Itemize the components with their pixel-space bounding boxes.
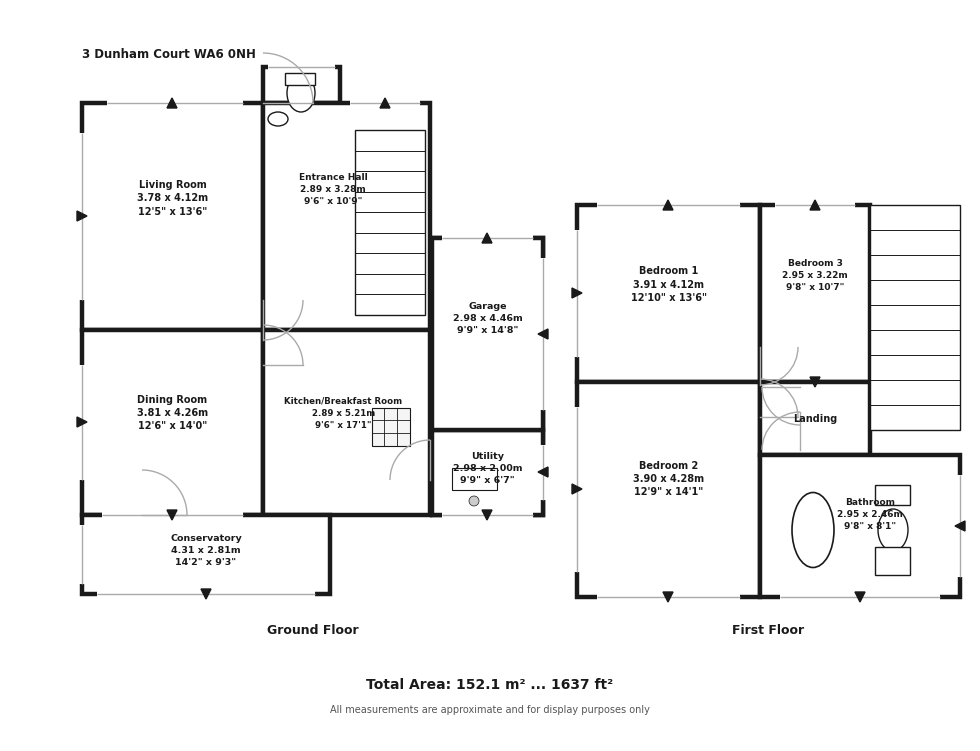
Bar: [452, 468, 497, 490]
Text: Bedroom 3
2.95 x 3.22m
9'8" x 10'7": Bedroom 3 2.95 x 3.22m 9'8" x 10'7": [782, 260, 848, 292]
Polygon shape: [167, 510, 177, 520]
Polygon shape: [855, 592, 865, 602]
Bar: [760, 455, 960, 597]
Bar: [760, 205, 870, 382]
Text: Bathroom
2.95 x 2.46m
9'8" x 8'1": Bathroom 2.95 x 2.46m 9'8" x 8'1": [837, 499, 903, 531]
Bar: [432, 430, 543, 515]
Bar: [263, 67, 340, 103]
Text: Living Room
3.78 x 4.12m
12'5" x 13'6": Living Room 3.78 x 4.12m 12'5" x 13'6": [137, 180, 208, 216]
Text: Conservatory
4.31 x 2.81m
14'2" x 9'3": Conservatory 4.31 x 2.81m 14'2" x 9'3": [171, 534, 242, 567]
Ellipse shape: [792, 493, 834, 568]
Bar: [82, 330, 263, 515]
Bar: [875, 485, 910, 505]
Text: Dining Room
3.81 x 4.26m
12'6" x 14'0": Dining Room 3.81 x 4.26m 12'6" x 14'0": [137, 395, 208, 432]
Text: Kitchen/Breakfast Room
2.89 x 5.21m
9'6" x 17'1": Kitchen/Breakfast Room 2.89 x 5.21m 9'6"…: [284, 397, 402, 430]
Bar: [760, 382, 870, 455]
Text: All measurements are approximate and for display purposes only: All measurements are approximate and for…: [330, 705, 650, 715]
Bar: [355, 130, 425, 315]
Bar: [870, 205, 960, 430]
Polygon shape: [663, 592, 673, 602]
Polygon shape: [538, 329, 548, 339]
Polygon shape: [201, 589, 211, 599]
Bar: [263, 103, 430, 330]
Polygon shape: [572, 484, 582, 494]
Ellipse shape: [287, 74, 315, 112]
Polygon shape: [663, 200, 673, 210]
Polygon shape: [482, 510, 492, 520]
Polygon shape: [572, 288, 582, 298]
Text: Total Area: 152.1 m² ... 1637 ft²: Total Area: 152.1 m² ... 1637 ft²: [367, 678, 613, 692]
Bar: [82, 515, 330, 594]
Text: Landing: Landing: [793, 414, 837, 424]
Bar: [432, 238, 543, 430]
Bar: [577, 382, 760, 597]
Text: Bedroom 1
3.91 x 4.12m
12'10" x 13'6": Bedroom 1 3.91 x 4.12m 12'10" x 13'6": [630, 267, 707, 303]
Polygon shape: [482, 233, 492, 243]
Polygon shape: [810, 200, 820, 210]
Polygon shape: [538, 467, 548, 477]
Circle shape: [469, 496, 479, 506]
Bar: [432, 238, 543, 515]
Bar: [82, 103, 263, 330]
Text: Bedroom 2
3.90 x 4.28m
12'9" x 14'1": Bedroom 2 3.90 x 4.28m 12'9" x 14'1": [633, 460, 704, 497]
Polygon shape: [77, 417, 87, 427]
Text: Ground Floor: Ground Floor: [267, 623, 359, 637]
Text: 3 Dunham Court WA6 0NH: 3 Dunham Court WA6 0NH: [82, 49, 256, 62]
Bar: [371, 408, 410, 445]
Ellipse shape: [268, 112, 288, 126]
Text: First Floor: First Floor: [732, 623, 805, 637]
Polygon shape: [77, 211, 87, 221]
Polygon shape: [380, 98, 390, 108]
Text: Entrance Hall
2.89 x 3.28m
9'6" x 10'9": Entrance Hall 2.89 x 3.28m 9'6" x 10'9": [299, 173, 368, 206]
Polygon shape: [955, 521, 965, 531]
Bar: [577, 205, 760, 382]
Polygon shape: [810, 377, 820, 387]
Bar: [875, 547, 910, 575]
Bar: [285, 73, 315, 85]
Text: Garage
2.98 x 4.46m
9'9" x 14'8": Garage 2.98 x 4.46m 9'9" x 14'8": [453, 303, 522, 335]
Polygon shape: [167, 98, 177, 108]
Bar: [263, 330, 430, 515]
Text: Utility
2.98 x 2.00m
9'9" x 6'7": Utility 2.98 x 2.00m 9'9" x 6'7": [453, 452, 522, 484]
Ellipse shape: [878, 509, 908, 551]
